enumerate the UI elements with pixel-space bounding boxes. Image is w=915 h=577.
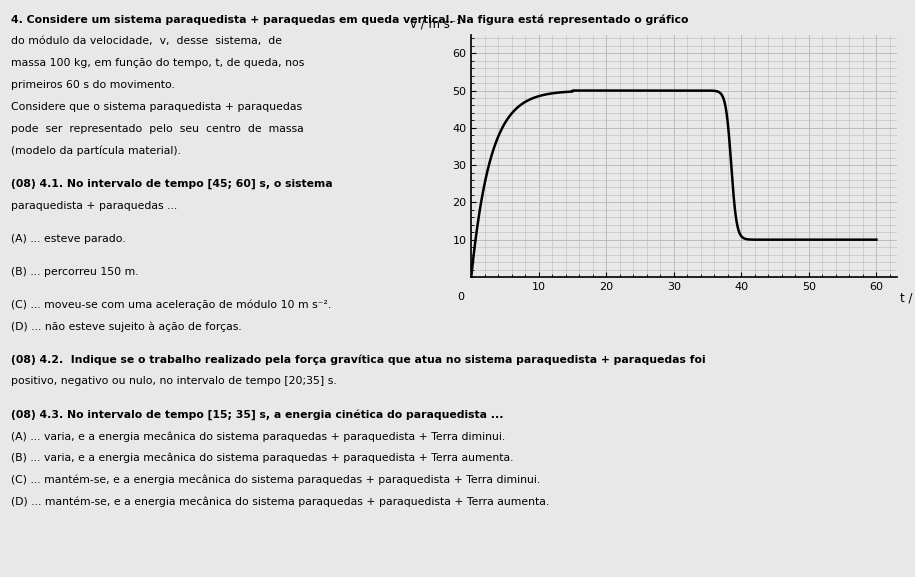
Text: (B) ... varia, e a energia mecânica do sistema paraquedas + paraquedista + Terra: (B) ... varia, e a energia mecânica do s… <box>11 453 513 463</box>
Text: (08) 4.3. No intervalo de tempo [15; 35] s, a energia cinética do paraquedista .: (08) 4.3. No intervalo de tempo [15; 35]… <box>11 409 503 420</box>
Text: 4. Considere um sistema paraquedista + paraquedas em queda vertical. Na figura e: 4. Considere um sistema paraquedista + p… <box>11 14 688 25</box>
Text: (08) 4.1. No intervalo de tempo [45; 60] s, o sistema: (08) 4.1. No intervalo de tempo [45; 60]… <box>11 179 333 189</box>
Text: (A) ... varia, e a energia mecânica do sistema paraquedas + paraquedista + Terra: (A) ... varia, e a energia mecânica do s… <box>11 431 505 441</box>
Text: (C) ... moveu-se com uma aceleração de módulo 10 m s⁻².: (C) ... moveu-se com uma aceleração de m… <box>11 299 331 310</box>
Text: t / s: t / s <box>900 292 915 305</box>
Text: (A) ... esteve parado.: (A) ... esteve parado. <box>11 234 125 243</box>
Text: (B) ... percorreu 150 m.: (B) ... percorreu 150 m. <box>11 267 138 276</box>
Text: v / m s⁻¹: v / m s⁻¹ <box>410 18 461 31</box>
Text: (modelo da partícula material).: (modelo da partícula material). <box>11 146 181 156</box>
Text: do módulo da velocidade,  v,  desse  sistema,  de: do módulo da velocidade, v, desse sistem… <box>11 36 282 46</box>
Text: pode  ser  representado  pelo  seu  centro  de  massa: pode ser representado pelo seu centro de… <box>11 124 304 134</box>
Text: Considere que o sistema paraquedista + paraquedas: Considere que o sistema paraquedista + p… <box>11 102 302 112</box>
Text: (D) ... mantém-se, e a energia mecânica do sistema paraquedas + paraquedista + T: (D) ... mantém-se, e a energia mecânica … <box>11 497 549 507</box>
Text: (C) ... mantém-se, e a energia mecânica do sistema paraquedas + paraquedista + T: (C) ... mantém-se, e a energia mecânica … <box>11 475 540 485</box>
Text: paraquedista + paraquedas ...: paraquedista + paraquedas ... <box>11 201 178 211</box>
Text: positivo, negativo ou nulo, no intervalo de tempo [20;35] s.: positivo, negativo ou nulo, no intervalo… <box>11 376 337 386</box>
Text: primeiros 60 s do movimento.: primeiros 60 s do movimento. <box>11 80 175 90</box>
Text: (08) 4.2.  Indique se o trabalho realizado pela força gravítica que atua no sist: (08) 4.2. Indique se o trabalho realizad… <box>11 354 705 365</box>
Text: (D) ... não esteve sujeito à ação de forças.: (D) ... não esteve sujeito à ação de for… <box>11 321 242 332</box>
Text: 0: 0 <box>458 292 465 302</box>
Text: massa 100 kg, em função do tempo, t, de queda, nos: massa 100 kg, em função do tempo, t, de … <box>11 58 305 68</box>
